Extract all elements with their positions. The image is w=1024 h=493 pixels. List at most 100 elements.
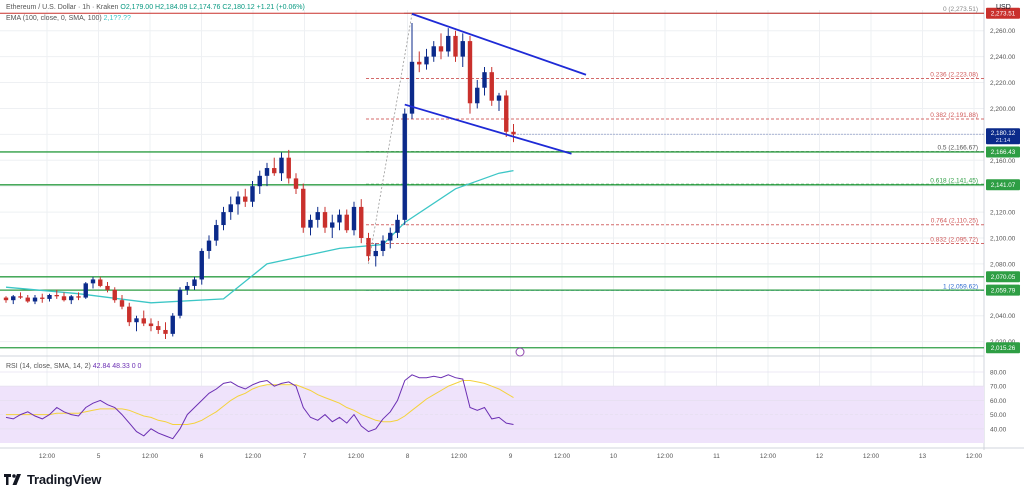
x-tick-label: 5 (97, 453, 101, 460)
candle-down (293, 178, 299, 189)
candle-up (264, 168, 270, 176)
channel-lower-line (404, 103, 572, 155)
rsi-tick-label: 80.00 (990, 370, 1007, 377)
candle-up (250, 186, 255, 202)
candle-up (431, 46, 436, 57)
support-price-badge (986, 146, 1020, 158)
rsi-tick-label: 70.00 (990, 384, 1007, 391)
candle-down (119, 300, 125, 307)
event-marker-icon (515, 347, 525, 357)
fib-level-label: 0.618 (2,141.45) (930, 177, 978, 184)
candle-up (32, 297, 38, 302)
candle-up (69, 296, 74, 301)
candle-down (286, 157, 291, 179)
candle-up (388, 232, 393, 241)
support-price-badge-text: 2,166.43 (991, 149, 1016, 156)
rsi-tick-label: 50.00 (990, 412, 1007, 419)
candle-up (90, 279, 96, 284)
ema-legend: EMA (100, close, 0, SMA, 100) 2,1??.?? (6, 15, 131, 22)
ema-value: 2,1??.?? (103, 15, 131, 22)
x-tick-label: 6 (200, 453, 204, 460)
peak-price-badge (986, 7, 1020, 19)
candle-down (366, 238, 371, 257)
candle-up (177, 289, 183, 316)
candle-down (25, 297, 30, 302)
candle-up (221, 212, 226, 226)
y-tick-label: 2,040.00 (990, 313, 1016, 320)
candle-up (134, 318, 139, 323)
candle-up (170, 315, 175, 334)
x-tick-label: 11 (713, 453, 720, 460)
ema-legend-label: EMA (100, close, 0, SMA, 100) (6, 15, 102, 22)
fib-level-label: 0.5 (2,166.67) (938, 145, 978, 152)
rsi-line (5, 374, 514, 440)
candle-up (83, 283, 88, 298)
candle-up (460, 41, 465, 57)
candle-down (148, 323, 154, 327)
candle-up (409, 61, 415, 114)
x-tick-label: 12:00 (657, 453, 674, 460)
brand-name: TradingView (27, 472, 102, 487)
peak-price-badge-text: 2,273.51 (991, 11, 1016, 18)
fib-level-label: 0.382 (2,191.88) (930, 112, 978, 119)
rsi-tick-label: 40.00 (990, 426, 1007, 433)
tradingview-logo: TradingView (4, 472, 101, 487)
candle-up (446, 35, 451, 52)
fib-level-label: 1 (2,059.62) (943, 283, 978, 290)
candle-up (192, 279, 197, 286)
candle-down (453, 35, 458, 57)
symbol-label: Ethereum / U.S. Dollar · 1h · Kraken (6, 4, 119, 11)
candle-up (315, 212, 320, 220)
support-price-badge (986, 271, 1020, 283)
support-price-badge (986, 179, 1020, 191)
support-price-badge-text: 2,059.79 (991, 287, 1016, 294)
y-tick-label: 2,080.00 (990, 261, 1016, 268)
candle-up (424, 56, 429, 65)
candle-up (482, 72, 487, 88)
fib-level-label: 0.764 (2,110.25) (931, 218, 978, 225)
candle-up (330, 222, 335, 228)
y-tick-label: 2,200.00 (990, 106, 1016, 113)
candle-up (11, 296, 16, 301)
x-tick-label: 12:00 (245, 453, 262, 460)
candle-down (127, 306, 132, 323)
rsi-ma-line (6, 380, 514, 425)
x-tick-label: 12 (816, 453, 824, 460)
candle-up (402, 113, 407, 220)
x-tick-label: 8 (406, 453, 410, 460)
candle-up (337, 214, 342, 223)
candle-down (511, 131, 516, 135)
x-tick-label: 12:00 (966, 453, 983, 460)
candle-up (214, 225, 219, 241)
fib-level-label: 0 (2,273.51) (943, 6, 978, 13)
price-pane (0, 0, 984, 358)
candle-up (395, 219, 400, 233)
last-price-time: 21:14 (996, 138, 1011, 144)
candle-up (496, 95, 502, 101)
candle-down (438, 46, 444, 52)
channel-upper-line (411, 13, 587, 76)
candle-down (243, 196, 248, 202)
ema-line (5, 169, 514, 304)
support-price-badge-text: 2,141.07 (991, 182, 1016, 189)
x-tick-label: 12:00 (863, 453, 880, 460)
candle-down (322, 212, 328, 228)
candle-down (105, 285, 110, 290)
candle-down (141, 318, 146, 324)
x-tick-label: 12:00 (451, 453, 468, 460)
candle-up (185, 285, 190, 290)
x-tick-label: 10 (610, 453, 618, 460)
candle-up (351, 206, 357, 231)
candle-down (417, 61, 422, 65)
x-tick-label: 12:00 (348, 453, 365, 460)
candle-up (380, 240, 386, 251)
candle-down (344, 214, 349, 231)
ohlc-readout: O2,179.00 H2,184.09 L2,174.76 C2,180.12 … (120, 4, 305, 11)
x-tick-label: 12:00 (39, 453, 56, 460)
candle-down (112, 289, 117, 301)
candle-up (257, 175, 262, 187)
candle-up (279, 157, 284, 174)
tradingview-icon (4, 474, 21, 485)
x-tick-label: 9 (509, 453, 513, 460)
